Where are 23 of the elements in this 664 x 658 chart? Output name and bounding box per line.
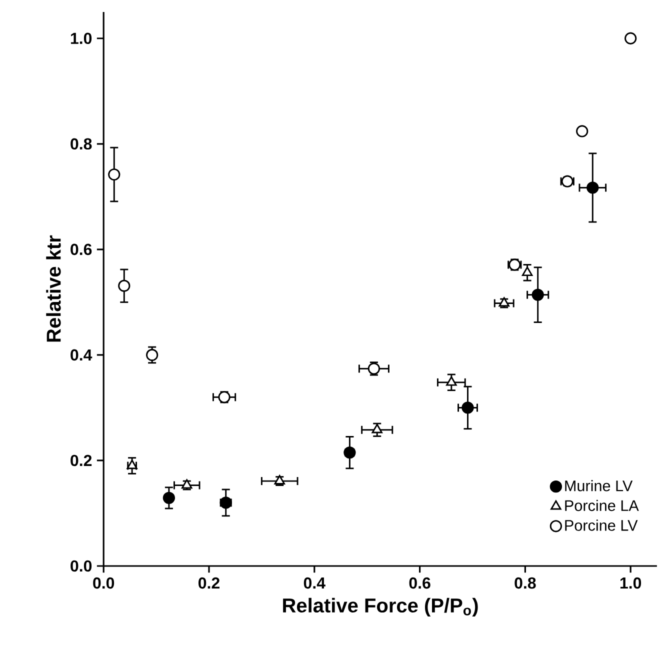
y-tick-label: 0.4	[70, 349, 92, 361]
point	[624, 32, 637, 44]
y-tick-label: 0.6	[70, 244, 92, 256]
point	[162, 492, 176, 504]
y-tick-label: 0.0	[70, 560, 92, 572]
x-tick-label: 0.4	[304, 577, 326, 589]
legend-label: Murine LV	[565, 480, 633, 492]
y-axis-title: Relative ktr	[46, 235, 61, 342]
point	[532, 288, 544, 301]
y-tick-label: 0.8	[70, 138, 92, 150]
point	[586, 182, 599, 194]
x-tick-label: 0.6	[409, 577, 430, 589]
x-tick-label: 0.0	[93, 577, 114, 589]
x-axis-title: Relative Force (P/P$_{o}$)	[283, 598, 478, 616]
x-tick-label: 0.8	[514, 577, 536, 589]
legend-label: Porcine LA	[565, 500, 639, 512]
point	[462, 402, 474, 414]
x-tick-label: 0.2	[198, 577, 220, 589]
legend-label: Porcine LV	[565, 520, 638, 531]
y-tick-label: 0.2	[70, 454, 92, 466]
point	[576, 125, 588, 138]
y-tick-label: 1.0	[70, 32, 92, 44]
x-tick-label: 1.0	[620, 577, 642, 589]
